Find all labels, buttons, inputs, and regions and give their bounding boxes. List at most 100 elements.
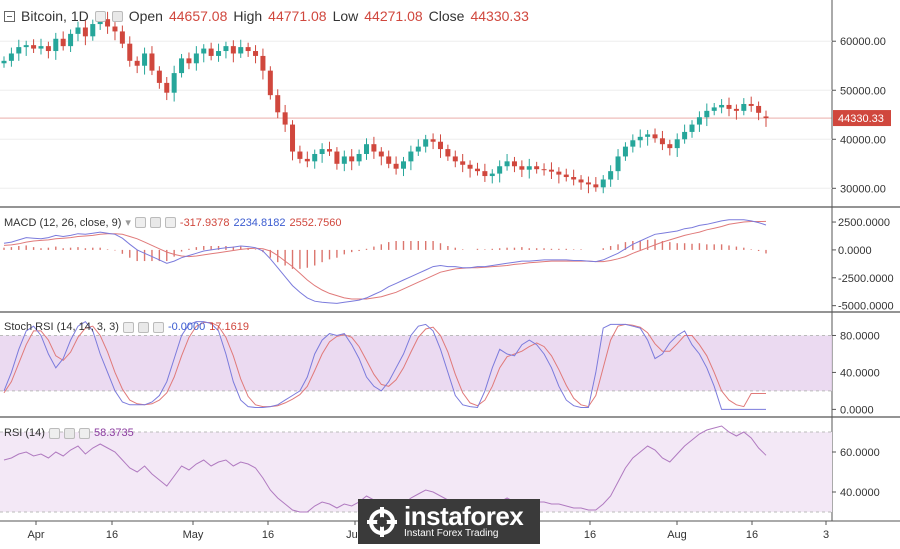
collapse-icon[interactable] bbox=[4, 10, 15, 22]
candle-body bbox=[563, 174, 569, 178]
macd-axis-tick-label: 2500.0000 bbox=[838, 217, 890, 229]
candle-body bbox=[408, 151, 414, 162]
macd-axis-tick-label: 0.0000 bbox=[838, 245, 872, 257]
candle-body bbox=[260, 55, 266, 71]
close-value: 44330.33 bbox=[470, 8, 529, 24]
settings-icon[interactable] bbox=[149, 217, 161, 228]
candle-body bbox=[327, 149, 333, 152]
candle-body bbox=[142, 53, 148, 66]
high-label: High bbox=[233, 8, 263, 24]
candle-body bbox=[68, 33, 74, 47]
candle-body bbox=[275, 95, 281, 113]
candle-body bbox=[75, 27, 81, 34]
candle-body bbox=[423, 139, 429, 147]
candle-body bbox=[556, 171, 562, 175]
candle-body bbox=[1, 60, 7, 64]
candle-body bbox=[504, 161, 510, 167]
last-price-badge bbox=[833, 110, 891, 127]
candle-body bbox=[341, 156, 347, 164]
candle-body bbox=[733, 108, 739, 111]
candle-body bbox=[127, 43, 133, 61]
macd-axis-tick-label: -2500.0000 bbox=[838, 273, 894, 285]
candle-body bbox=[430, 139, 436, 142]
candle-body bbox=[319, 149, 325, 154]
stoch-k-line bbox=[3, 320, 766, 410]
stoch-k-value: -0.0000 bbox=[167, 321, 206, 333]
macd-axis-tick-label: -5000.0000 bbox=[838, 301, 894, 313]
candle-body bbox=[238, 47, 244, 54]
dropdown-icon[interactable]: ▾ bbox=[125, 217, 131, 229]
candle-body bbox=[253, 51, 259, 56]
candle-body bbox=[585, 182, 591, 185]
macd-signal-line bbox=[3, 220, 767, 300]
visibility-icon[interactable] bbox=[94, 10, 106, 22]
candle-body bbox=[445, 149, 451, 157]
stoch-title: Stoch RSI (14, 14, 3, 3) bbox=[4, 321, 119, 333]
visibility-icon[interactable] bbox=[48, 427, 60, 439]
candle-body bbox=[156, 70, 162, 83]
candle-body bbox=[652, 134, 658, 139]
high-value: 44771.08 bbox=[268, 8, 327, 24]
candle-body bbox=[756, 105, 762, 113]
rsi-legend: RSI (14) 58.3735 bbox=[4, 427, 134, 439]
stoch-legend: Stoch RSI (14, 14, 3, 3) -0.0000 17.1619 bbox=[4, 321, 249, 333]
candle-body bbox=[452, 156, 458, 162]
candle-body bbox=[526, 166, 532, 170]
candle-body bbox=[415, 146, 421, 152]
candle-body bbox=[659, 138, 665, 145]
time-axis-tick-label: 16 bbox=[106, 529, 118, 541]
candle-body bbox=[356, 153, 362, 162]
candle-body bbox=[645, 134, 651, 137]
candle-body bbox=[364, 144, 370, 154]
close-icon[interactable] bbox=[164, 217, 176, 228]
rsi-band bbox=[0, 432, 832, 512]
price-legend: Bitcoin, 1D Open 44657.08 High 44771.08 … bbox=[4, 8, 529, 24]
macd-histogram-value: -317.9378 bbox=[179, 216, 230, 229]
settings-icon[interactable] bbox=[111, 10, 123, 22]
settings-icon[interactable] bbox=[63, 427, 75, 439]
candle-body bbox=[171, 73, 177, 93]
candle-body bbox=[208, 48, 214, 56]
candle-body bbox=[437, 141, 443, 150]
macd-line-value: 2234.8182 bbox=[233, 216, 286, 229]
candle-body bbox=[519, 166, 525, 170]
close-icon[interactable] bbox=[152, 321, 164, 333]
close-label: Close bbox=[428, 8, 465, 24]
candle-body bbox=[193, 53, 199, 64]
candle-body bbox=[16, 47, 22, 54]
candle-body bbox=[31, 45, 37, 49]
low-label: Low bbox=[332, 8, 359, 24]
candle-body bbox=[386, 156, 392, 164]
candle-body bbox=[312, 153, 318, 162]
candle-body bbox=[541, 169, 547, 171]
candle-body bbox=[696, 117, 702, 125]
candle-body bbox=[497, 166, 503, 174]
candle-body bbox=[393, 163, 399, 169]
time-axis-tick-label: May bbox=[183, 529, 204, 541]
candle-body bbox=[267, 70, 273, 96]
candle-body bbox=[600, 179, 606, 188]
visibility-icon[interactable] bbox=[122, 321, 134, 333]
rsi-axis-tick-label: 40.0000 bbox=[840, 487, 880, 499]
stoch-band bbox=[0, 335, 832, 391]
candle-body bbox=[511, 161, 517, 167]
visibility-icon[interactable] bbox=[134, 217, 146, 228]
candle-body bbox=[60, 38, 66, 47]
candle-body bbox=[245, 47, 251, 52]
time-axis-tick-label: 3 bbox=[823, 529, 829, 541]
stoch-d-line bbox=[3, 322, 766, 408]
time-axis-tick-label: 16 bbox=[584, 529, 596, 541]
candle-body bbox=[349, 156, 355, 162]
candle-body bbox=[23, 45, 29, 48]
candle-body bbox=[748, 103, 754, 106]
candle-body bbox=[763, 116, 769, 119]
settings-icon[interactable] bbox=[137, 321, 149, 333]
candle-body bbox=[45, 46, 51, 52]
macd-legend: MACD (12, 26, close, 9) ▾ -317.9378 2234… bbox=[4, 216, 341, 230]
candle-body bbox=[711, 107, 717, 111]
candle-body bbox=[201, 48, 207, 54]
macd-title: MACD (12, 26, close, 9) bbox=[4, 216, 122, 229]
close-icon[interactable] bbox=[78, 427, 90, 439]
